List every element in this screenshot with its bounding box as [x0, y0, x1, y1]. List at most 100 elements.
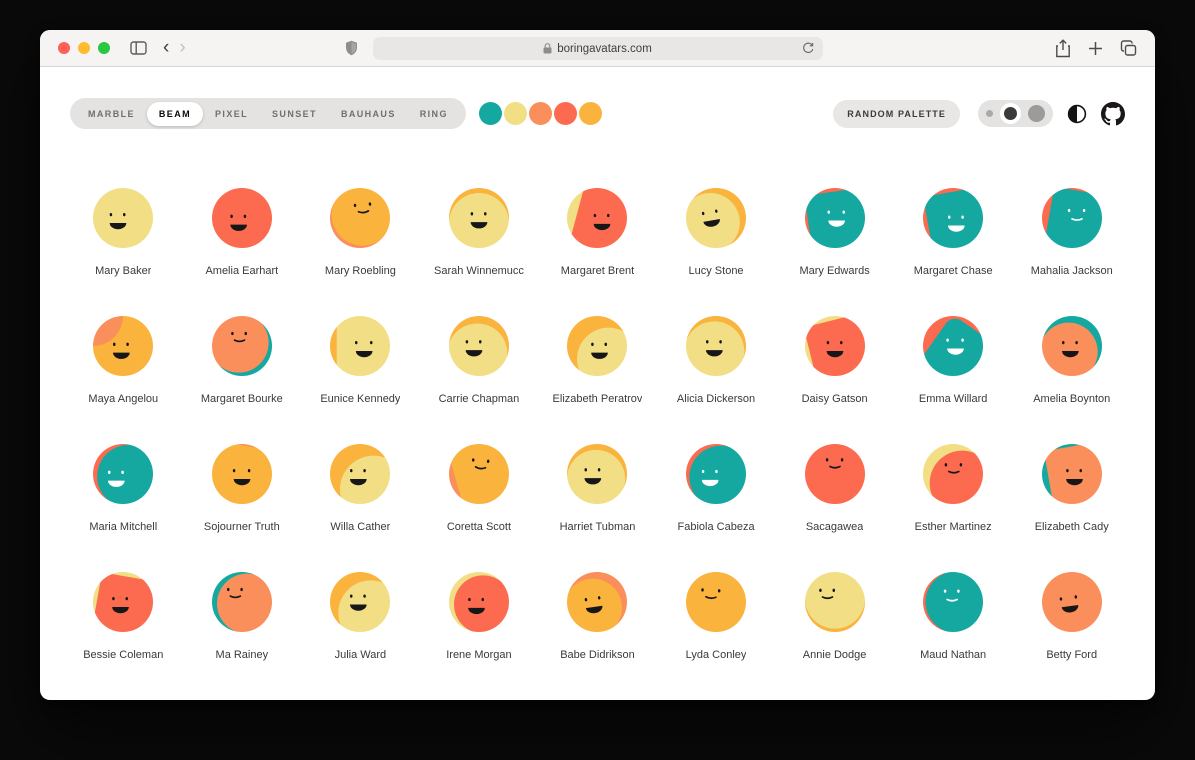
- avatar-cell: Maria Mitchell: [64, 444, 183, 533]
- avatar-mary-baker[interactable]: [93, 188, 154, 248]
- new-tab-icon[interactable]: [1088, 41, 1103, 56]
- avatar-name: Harriet Tubman: [559, 521, 636, 533]
- sidebar-icon[interactable]: [130, 41, 147, 55]
- avatar-cell: Annie Dodge: [775, 572, 894, 661]
- avatar-maud-nathan[interactable]: [923, 572, 984, 632]
- avatar-elizabeth-cady[interactable]: [1041, 444, 1102, 504]
- avatar-name: Sarah Winnemucc: [434, 265, 524, 277]
- avatar-willa-cather[interactable]: [330, 444, 391, 504]
- avatar-name: Amelia Earhart: [205, 265, 279, 277]
- share-icon[interactable]: [1055, 38, 1071, 58]
- style-tab-ring[interactable]: RING: [419, 108, 448, 119]
- avatar-coretta-scott[interactable]: [448, 444, 509, 504]
- avatar-carrie-chapman[interactable]: [448, 316, 509, 376]
- avatar-maya-angelou[interactable]: [93, 316, 154, 376]
- avatar-betty-ford[interactable]: [1041, 572, 1102, 632]
- palette-swatch-1[interactable]: [478, 102, 502, 125]
- size-selector[interactable]: [978, 100, 1053, 127]
- avatar-margaret-brent[interactable]: [567, 188, 628, 248]
- avatar-fabiola-cabeza[interactable]: [686, 444, 747, 504]
- avatar-name: Irene Morgan: [446, 649, 512, 661]
- avatar-margaret-chase[interactable]: [923, 188, 984, 248]
- close-window-button[interactable]: [58, 42, 70, 54]
- avatar-babe-didrikson[interactable]: [567, 572, 628, 632]
- avatar-cell: Elizabeth Peratrov: [538, 316, 657, 405]
- palette-swatch-4[interactable]: [553, 102, 577, 125]
- avatar-eunice-kennedy[interactable]: [330, 316, 391, 376]
- style-tab-sunset[interactable]: SUNSET: [272, 108, 317, 119]
- forward-button[interactable]: ›: [179, 36, 186, 58]
- avatar-cell: Mary Edwards: [775, 188, 894, 277]
- avatar-esther-martinez[interactable]: [923, 444, 984, 504]
- avatar-sacagawea[interactable]: [804, 444, 865, 504]
- minimize-window-button[interactable]: [78, 42, 90, 54]
- size-option-medium-selected[interactable]: [1000, 103, 1021, 124]
- avatar-alicia-dickerson[interactable]: [686, 316, 747, 376]
- right-controls: RANDOM PALETTE: [833, 99, 1125, 128]
- style-tab-bauhaus[interactable]: BAUHAUS: [340, 108, 396, 119]
- avatar-cell: Margaret Brent: [538, 188, 657, 277]
- tab-overview-icon[interactable]: [1120, 40, 1137, 56]
- avatar-bessie-coleman[interactable]: [93, 572, 154, 632]
- avatar-name: Esther Martinez: [914, 521, 992, 533]
- avatar-name: Margaret Brent: [560, 265, 635, 277]
- avatar-cell: Sarah Winnemucc: [420, 188, 539, 277]
- avatar-julia-ward[interactable]: [330, 572, 391, 632]
- avatar-annie-dodge[interactable]: [804, 572, 865, 632]
- avatar-cell: Lucy Stone: [657, 188, 776, 277]
- avatar-ma-rainey[interactable]: [211, 572, 272, 632]
- palette-swatch-3[interactable]: [528, 102, 552, 125]
- avatar-lucy-stone[interactable]: [686, 188, 747, 248]
- style-tab-pixel[interactable]: PIXEL: [215, 108, 249, 119]
- avatar-cell: Betty Ford: [1012, 572, 1131, 661]
- avatar-name: Babe Didrikson: [560, 649, 635, 661]
- dark-mode-toggle[interactable]: [1064, 101, 1089, 126]
- avatar-daisy-gatson[interactable]: [804, 316, 865, 376]
- back-button[interactable]: ‹: [163, 36, 170, 58]
- avatar-lyda-conley[interactable]: [686, 572, 747, 632]
- avatar-margaret-bourke[interactable]: [211, 316, 272, 376]
- privacy-shield-icon[interactable]: [345, 40, 358, 56]
- avatar-cell: Lyda Conley: [657, 572, 776, 661]
- avatar-mahalia-jackson[interactable]: [1041, 188, 1102, 248]
- browser-window: ‹ › boringavatars.com: [40, 30, 1155, 700]
- github-link[interactable]: [1100, 101, 1125, 126]
- random-palette-button[interactable]: RANDOM PALETTE: [833, 99, 960, 128]
- avatar-name: Coretta Scott: [446, 521, 512, 533]
- avatar-name: Julia Ward: [334, 649, 387, 661]
- avatar-name: Daisy Gatson: [801, 393, 868, 405]
- avatar-cell: Mary Roebling: [301, 188, 420, 277]
- avatar-name: Mary Roebling: [324, 265, 396, 277]
- avatar-mary-roebling[interactable]: [330, 188, 391, 248]
- github-icon: [1100, 101, 1125, 125]
- zoom-window-button[interactable]: [98, 42, 110, 54]
- avatar-cell: Bessie Coleman: [64, 572, 183, 661]
- avatar-mary-edwards[interactable]: [804, 188, 865, 248]
- avatar-cell: Esther Martinez: [894, 444, 1013, 533]
- avatar-cell: Maud Nathan: [894, 572, 1013, 661]
- avatar-name: Carrie Chapman: [438, 393, 520, 405]
- style-tab-marble[interactable]: MARBLE: [88, 108, 135, 119]
- avatar-amelia-earhart[interactable]: [211, 188, 272, 248]
- avatar-amelia-boynton[interactable]: [1041, 316, 1102, 376]
- size-option-large[interactable]: [1028, 105, 1045, 122]
- avatar-name: Ma Rainey: [215, 649, 269, 661]
- palette-swatch-2[interactable]: [503, 102, 527, 125]
- avatar-elizabeth-peratrov[interactable]: [567, 316, 628, 376]
- style-tab-beam[interactable]: BEAM: [146, 101, 204, 126]
- palette-swatch-5[interactable]: [578, 102, 602, 125]
- address-bar[interactable]: boringavatars.com: [372, 37, 823, 60]
- avatar-harriet-tubman[interactable]: [567, 444, 628, 504]
- avatar-cell: Maya Angelou: [64, 316, 183, 405]
- avatar-name: Margaret Chase: [913, 265, 993, 277]
- reload-icon[interactable]: [802, 41, 815, 55]
- avatar-name: Maya Angelou: [88, 393, 159, 405]
- avatar-irene-morgan[interactable]: [448, 572, 509, 632]
- avatar-sarah-winnemucc[interactable]: [448, 188, 509, 248]
- size-option-small[interactable]: [986, 110, 993, 117]
- avatar-maria-mitchell[interactable]: [93, 444, 154, 504]
- avatar-cell: Margaret Bourke: [183, 316, 302, 405]
- avatar-sojourner-truth[interactable]: [211, 444, 272, 504]
- avatar-emma-willard[interactable]: [923, 316, 984, 376]
- avatar-cell: Sacagawea: [775, 444, 894, 533]
